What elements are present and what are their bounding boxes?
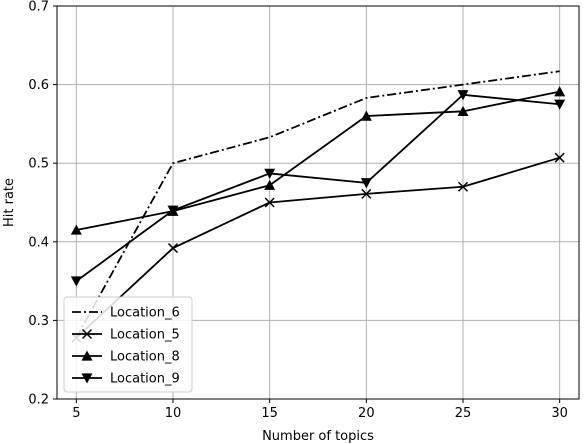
data-point: [167, 243, 179, 254]
series-layer: [70, 70, 566, 343]
series-line: [76, 90, 560, 231]
data-point: [264, 168, 276, 179]
data-point: [360, 178, 372, 189]
series-location-6: [75, 70, 560, 339]
legend-marker: [81, 373, 93, 384]
data-point: [554, 99, 566, 110]
data-point: [361, 188, 372, 199]
x-tick-label: 20: [358, 406, 375, 421]
y-tick-label: 0.6: [28, 78, 49, 93]
legend-label: Location_6: [110, 306, 180, 321]
legend-label: Location_8: [110, 350, 180, 365]
legend-item: Location_8: [72, 350, 180, 365]
legend-marker: [81, 350, 93, 361]
y-axis: 0.2 0.3 0.4 0.5 0.6 0.7: [28, 0, 57, 408]
data-point: [554, 86, 566, 97]
series-line: [75, 70, 560, 339]
x-tick-label: 5: [72, 406, 80, 421]
data-point: [70, 224, 82, 235]
y-tick-label: 0.4: [28, 235, 49, 250]
data-point: [167, 205, 179, 216]
x-tick-label: 25: [455, 406, 472, 421]
series-location-8: [70, 86, 566, 235]
y-tick-label: 0.7: [28, 0, 49, 15]
legend-item: Location_9: [72, 372, 180, 387]
plot-frame: [56, 5, 580, 400]
data-point: [264, 179, 276, 190]
legend-item: Location_5: [72, 328, 180, 343]
x-tick-label: 10: [165, 406, 182, 421]
y-tick-label: 0.3: [28, 314, 49, 329]
legend-label: Location_5: [110, 328, 180, 343]
x-tick-label: 15: [261, 406, 278, 421]
x-tick-label: 30: [551, 406, 568, 421]
legend-label: Location_9: [110, 372, 180, 387]
data-point: [360, 110, 372, 121]
legend-box: [63, 296, 193, 393]
data-point: [554, 152, 565, 163]
y-tick-label: 0.2: [28, 393, 49, 408]
data-point: [457, 105, 469, 116]
x-axis-label: Number of topics: [262, 429, 374, 444]
data-point: [457, 181, 469, 192]
y-tick-label: 0.5: [28, 157, 49, 172]
legend-item: Location_6: [72, 306, 180, 321]
series-line: [75, 156, 560, 339]
legend: Location_6 Location_5 Location_8 Location_9: [63, 296, 193, 393]
y-axis-label: Hit rate: [2, 178, 17, 227]
data-point: [70, 276, 82, 287]
data-point: [457, 90, 469, 101]
series-line: [75, 93, 560, 282]
data-point: [264, 197, 275, 208]
series-location-9: [70, 90, 566, 287]
legend-marker: [81, 328, 93, 340]
x-axis: 5 10 15 20 25 30: [72, 399, 568, 421]
